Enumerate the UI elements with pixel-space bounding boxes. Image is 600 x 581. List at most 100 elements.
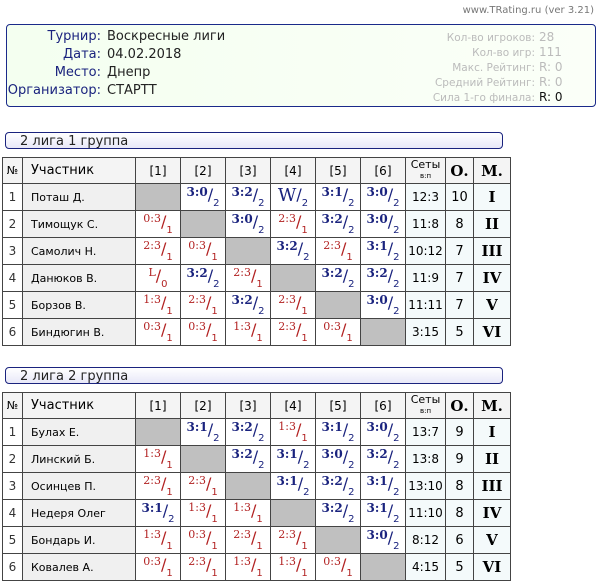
match-result[interactable]: 3:1/2 [180,418,226,446]
match-result[interactable]: 1:3/1 [225,553,271,581]
points-total: 7 [445,237,474,265]
points-total: 9 [445,418,474,446]
points-total: 8 [445,210,474,238]
slash: / [252,447,259,466]
match-result[interactable]: 1:3/1 [135,291,181,319]
match-result[interactable]: 0:3/1 [315,553,361,581]
match-result[interactable]: 3:2/2 [315,472,361,500]
match-result[interactable]: 0:3/1 [315,318,361,346]
match-result[interactable]: 2:3/1 [180,291,226,319]
match-result[interactable]: 3:0/2 [360,183,406,211]
match-result[interactable]: 3:2/2 [225,418,271,446]
match-result[interactable]: 1:3/1 [135,526,181,554]
match-result[interactable]: 2:3/1 [270,210,316,238]
match-result[interactable]: 3:0/2 [315,445,361,473]
match-result[interactable]: 2:3/1 [270,318,316,346]
match-result[interactable]: 2:3/1 [270,526,316,554]
match-result[interactable]: 3:1/2 [315,418,361,446]
match-result[interactable]: 1:3/1 [270,553,316,581]
match-points: 2 [393,460,400,471]
match-points: 2 [348,279,355,290]
participant-name[interactable]: Поташ Д. [22,183,136,211]
slash: / [252,185,259,204]
match-result[interactable]: 1:3/1 [225,318,271,346]
slash: / [297,447,304,466]
match-result[interactable]: 3:0/2 [360,526,406,554]
match-result[interactable]: 2:3/1 [225,526,271,554]
match-score: 3:1 [186,420,208,434]
match-result[interactable]: 3:2/2 [360,445,406,473]
match-result[interactable]: 3:2/2 [360,264,406,292]
match-result[interactable]: 3:0/2 [360,210,406,238]
match-result[interactable]: 3:1/2 [270,445,316,473]
points-total: 9 [445,445,474,473]
match-result[interactable]: 3:2/2 [315,499,361,527]
participant-name[interactable]: Линский Б. [22,445,136,473]
group-table: № Участник [1] [2] [3] [4] [5] [6] Сеты в:п О. М. 1 Б… [2,392,511,581]
match-score: 2:3 [278,212,296,225]
participant-name[interactable]: Бондарь И. [22,526,136,554]
sets-total: 11:8 [405,210,446,238]
participant-name[interactable]: Борзов В. [22,291,136,319]
match-result[interactable]: 3:2/2 [315,264,361,292]
match-result[interactable]: 0:3/1 [135,210,181,238]
info-field: Дата: 04.02.2018 [7,46,407,64]
match-points: 1 [211,541,218,552]
match-result[interactable]: 3:1/2 [315,183,361,211]
match-points: 2 [303,252,310,263]
table-row: 3 Самолич Н. 2:3/1 0:3/1 3:2/2 2:3/1 3:1/2 10:1… [2,237,511,265]
match-result[interactable]: 3:2/2 [225,183,271,211]
match-result[interactable]: 1:3/1 [225,499,271,527]
participant-name[interactable]: Биндюгин В. [22,318,136,346]
match-result[interactable]: 1:3/1 [135,445,181,473]
match-result[interactable]: 3:0/2 [360,291,406,319]
match-result[interactable]: 0:3/1 [135,553,181,581]
match-result[interactable]: 3:2/2 [315,210,361,238]
participant-name[interactable]: Самолич Н. [22,237,136,265]
match-result[interactable]: 3:2/2 [270,237,316,265]
match-result[interactable]: 1:3/1 [180,499,226,527]
participant-name[interactable]: Осинцев П. [22,472,136,500]
match-result[interactable]: 3:2/2 [225,445,271,473]
match-points: 1 [166,306,173,317]
match-result[interactable]: 2:3/1 [180,472,226,500]
match-result[interactable]: 0:3/1 [180,318,226,346]
info-label: Организатор: [7,83,101,98]
match-result[interactable]: 3:1/2 [360,499,406,527]
match-result[interactable]: 0:3/1 [180,526,226,554]
match-points: 1 [256,514,263,525]
match-result[interactable]: 1:3/1 [270,418,316,446]
stat-row: Макс. Рейтинг: R: 0 [452,59,585,75]
match-result[interactable]: L/0 [135,264,181,292]
match-result[interactable]: 2:3/1 [135,472,181,500]
match-result[interactable]: W/2 [270,183,316,211]
match-result[interactable]: 3:0/2 [180,183,226,211]
match-result[interactable]: 2:3/1 [315,237,361,265]
header-sets: Сеты в:п [405,157,446,184]
match-result[interactable]: 2:3/1 [270,291,316,319]
match-result[interactable]: 3:2/2 [225,291,271,319]
match-result[interactable]: 3:0/2 [360,418,406,446]
participant-name[interactable]: Недеря Олег [22,499,136,527]
match-result[interactable]: 2:3/1 [225,264,271,292]
match-result[interactable]: 0:3/1 [135,318,181,346]
match-result[interactable]: 0:3/1 [180,237,226,265]
participant-name[interactable]: Тимощук С. [22,210,136,238]
slash: / [250,320,257,339]
match-result[interactable]: 3:0/2 [225,210,271,238]
participant-name[interactable]: Данюков В. [22,264,136,292]
match-result[interactable]: 3:1/2 [270,472,316,500]
participant-name[interactable]: Ковалев А. [22,553,136,581]
match-result[interactable]: 3:2/2 [180,264,226,292]
group-table: № Участник [1] [2] [3] [4] [5] [6] Сеты в:п О. М. 1 П… [2,157,511,346]
match-score: 3:1 [366,474,388,488]
match-result[interactable]: 3:1/2 [135,499,181,527]
participant-name[interactable]: Булах Е. [22,418,136,446]
match-result[interactable]: 3:1/2 [360,237,406,265]
points-total: 10 [445,183,474,211]
match-result[interactable]: 2:3/1 [180,553,226,581]
slash: / [387,293,394,312]
match-result[interactable]: 2:3/1 [135,237,181,265]
match-result[interactable]: 3:1/2 [360,472,406,500]
group-title: 2 лига 1 группа [5,132,503,149]
